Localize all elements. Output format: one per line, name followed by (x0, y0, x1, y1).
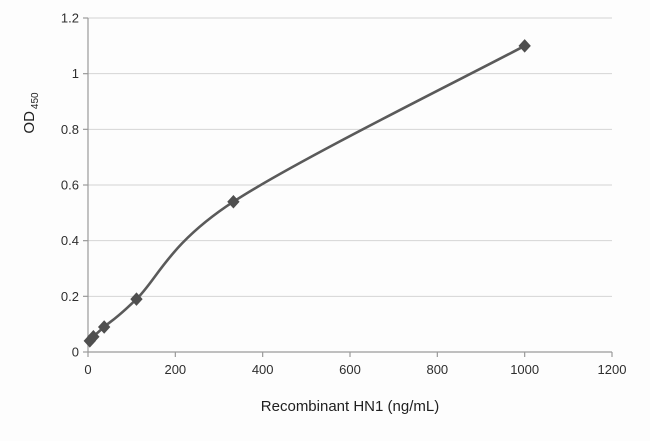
x-tick-label: 1200 (598, 362, 627, 377)
x-tick-label: 0 (84, 362, 91, 377)
data-point-marker (227, 194, 240, 209)
x-tick-label: 400 (252, 362, 274, 377)
y-tick-label: 0 (72, 345, 79, 360)
y-axis-title-text: OD (21, 111, 38, 134)
x-tick-label: 1000 (510, 362, 539, 377)
y-tick-label: 0.8 (61, 122, 79, 137)
y-tick-label: 1 (72, 66, 79, 81)
data-point-marker (97, 320, 111, 334)
data-point-marker (518, 39, 531, 53)
y-axis-title-subscript: 450 (30, 92, 41, 110)
x-tick-label: 800 (426, 362, 448, 377)
y-axis-title: OD450 (21, 13, 41, 213)
x-tick-label: 200 (164, 362, 186, 377)
y-tick-label: 0.4 (61, 233, 79, 248)
x-axis-title: Recombinant HN1 (ng/mL) (260, 398, 440, 415)
y-tick-label: 1.2 (61, 11, 79, 26)
y-tick-label: 0.6 (61, 178, 79, 193)
data-point-marker (87, 329, 100, 344)
y-tick-label: 0.2 (61, 289, 79, 304)
data-point-marker (130, 292, 143, 306)
x-tick-label: 600 (339, 362, 361, 377)
